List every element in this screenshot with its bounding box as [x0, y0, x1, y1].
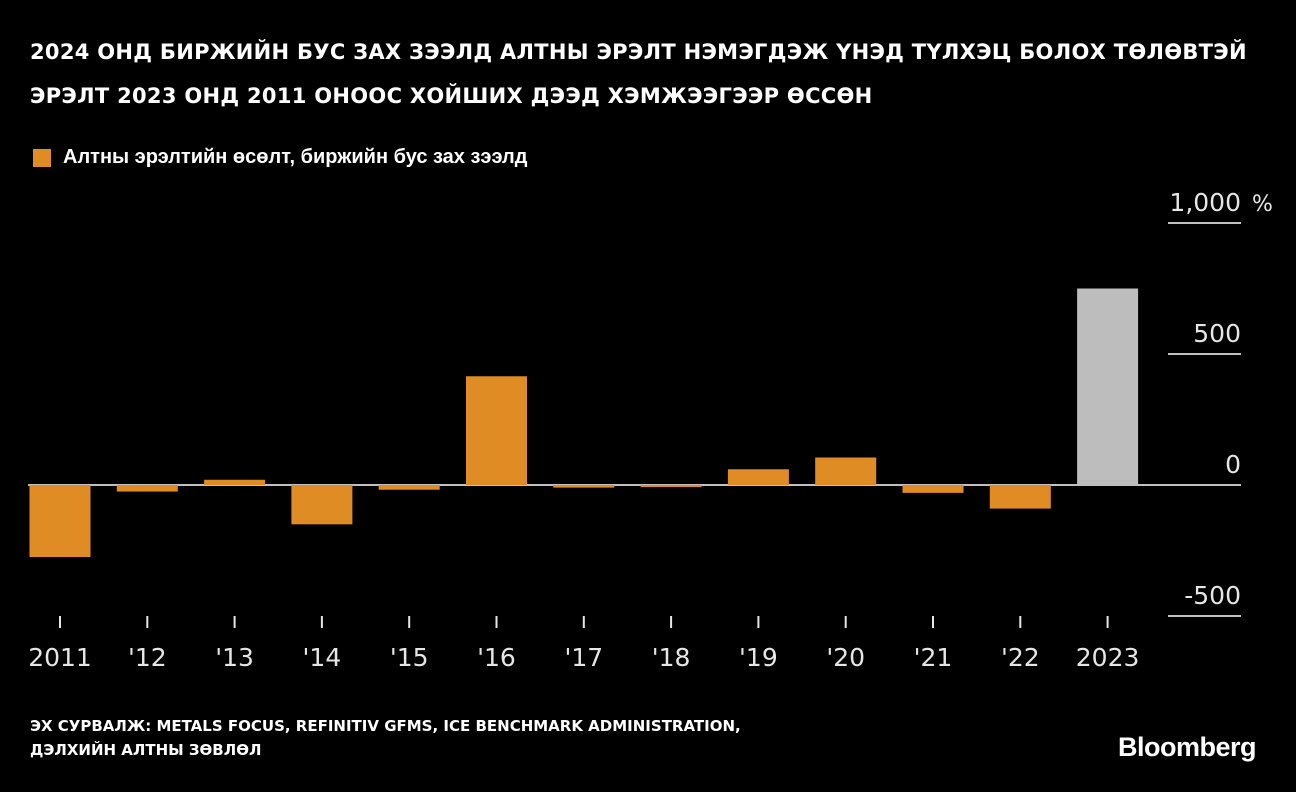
- x-tick-label: '22: [1001, 643, 1040, 672]
- y-tick-label: 500: [1193, 319, 1241, 348]
- x-tick-label: '14: [303, 643, 342, 672]
- x-tick-label: '19: [739, 643, 778, 672]
- x-tick-label: '18: [652, 643, 691, 672]
- bar: [727, 469, 789, 485]
- x-tick-label: '12: [128, 643, 167, 672]
- x-tick-label: '17: [564, 643, 603, 672]
- legend: Алтны эрэлтийн өсөлт, биржийн бус зах зэ…: [33, 146, 527, 169]
- bar: [466, 376, 527, 485]
- bar: [902, 485, 964, 493]
- x-tick-label: '13: [215, 643, 254, 672]
- y-tick-label: 1,000: [1169, 188, 1241, 217]
- bar: [378, 485, 440, 490]
- bar: [29, 485, 91, 558]
- source-line-2: ДЭЛХИЙН АЛТНЫ ЗӨВЛӨЛ: [30, 741, 262, 759]
- y-tick-label: 0: [1225, 450, 1241, 479]
- title-line-2: ЭРЭЛТ 2023 ОНД 2011 ОНООС ХОЙШИХ ДЭЭД ХЭ…: [30, 84, 873, 108]
- source-line-1: ЭХ СУРВАЛЖ: METALS FOCUS, REFINITIV GFMS…: [30, 717, 741, 735]
- legend-label: Алтны эрэлтийн өсөлт, биржийн бус зах зэ…: [63, 146, 528, 168]
- bar: [291, 485, 353, 525]
- bar: [989, 485, 1051, 509]
- bar: [640, 485, 702, 488]
- x-tick-label: '20: [826, 643, 865, 672]
- x-tick-label: '16: [477, 643, 516, 672]
- x-tick-label: '15: [390, 643, 429, 672]
- x-tick-label: 2023: [1076, 643, 1140, 672]
- bar: [204, 479, 266, 485]
- bloomberg-logo: Bloomberg: [1117, 732, 1257, 762]
- chart-title: 2024 ОНД БИРЖИЙН БУС ЗАХ ЗЭЭЛД АЛТНЫ ЭРЭ…: [30, 30, 1270, 118]
- bar: [815, 457, 877, 485]
- legend-swatch: [33, 148, 51, 167]
- y-unit-label: %: [1252, 192, 1273, 217]
- source-note: ЭХ СУРВАЛЖ: METALS FOCUS, REFINITIV GFMS…: [30, 714, 741, 762]
- title-line-1: 2024 ОНД БИРЖИЙН БУС ЗАХ ЗЭЭЛД АЛТНЫ ЭРЭ…: [30, 40, 1247, 64]
- y-tick-label: -500: [1184, 581, 1241, 610]
- bar: [116, 485, 178, 492]
- x-tick-label: 2011: [28, 643, 92, 672]
- bar: [1077, 288, 1139, 485]
- x-tick-label: '21: [914, 643, 953, 672]
- bar: [553, 485, 615, 488]
